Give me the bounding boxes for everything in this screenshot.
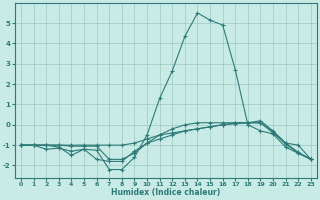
X-axis label: Humidex (Indice chaleur): Humidex (Indice chaleur) bbox=[111, 188, 220, 197]
